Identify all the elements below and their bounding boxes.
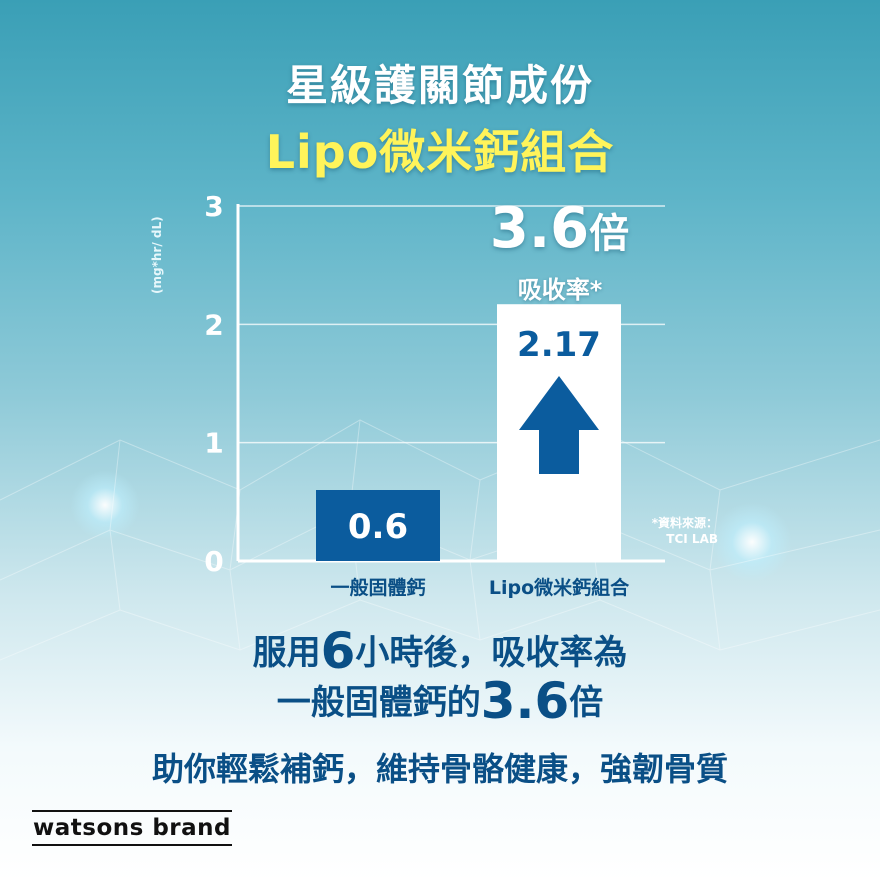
page-subtitle: Lipo微米鈣組合 [265,125,615,179]
bar-value-label: 0.6 [348,507,408,547]
x-category-label: Lipo微米鈣組合 [489,576,630,599]
multiplier-caption: 吸收率* [517,276,603,304]
message-hours-number: 6 [320,622,356,680]
bar-value-label: 2.17 [517,325,601,365]
y-axis-label: (mg*hr/ dL) [150,216,164,294]
bar-1 [316,490,440,561]
message-line-2-end: 倍 [569,683,604,723]
message-line-1-start: 服用 [252,633,321,673]
message-line-2-start: 一般固體鈣的 [276,683,481,723]
brand-logo: watsons brand [32,810,232,846]
message-line-2: 一般固體鈣的3.6倍 [0,672,880,730]
up-arrow-icon [519,376,599,474]
x-category-label: 一般固體鈣 [330,576,425,599]
multiplier-value: 3.6 [489,196,590,261]
y-tick-label: 0 [204,545,223,578]
message-line-3: 助你輕鬆補鈣，維持骨骼健康，強韌骨質 [151,750,728,788]
multiplier-unit: 倍 [589,211,630,257]
message-line-1-end: 小時後，吸收率為 [355,633,628,673]
y-tick-label: 1 [204,427,223,460]
page-title: 星級護關節成份 [285,61,594,110]
brand-logo-text: watsons brand [33,815,231,841]
source-note-line2: TCI LAB [666,532,718,546]
source-note: *資料來源： TCI LAB [608,515,718,547]
source-note-line1: *資料來源： [651,516,718,530]
multiplier-callout: 3.6倍 [472,196,647,261]
message-line-1: 服用6小時後，吸收率為 [0,622,880,680]
y-tick-label: 2 [204,308,223,341]
y-tick-label: 3 [204,190,223,223]
message-ratio-number: 3.6 [480,672,570,730]
